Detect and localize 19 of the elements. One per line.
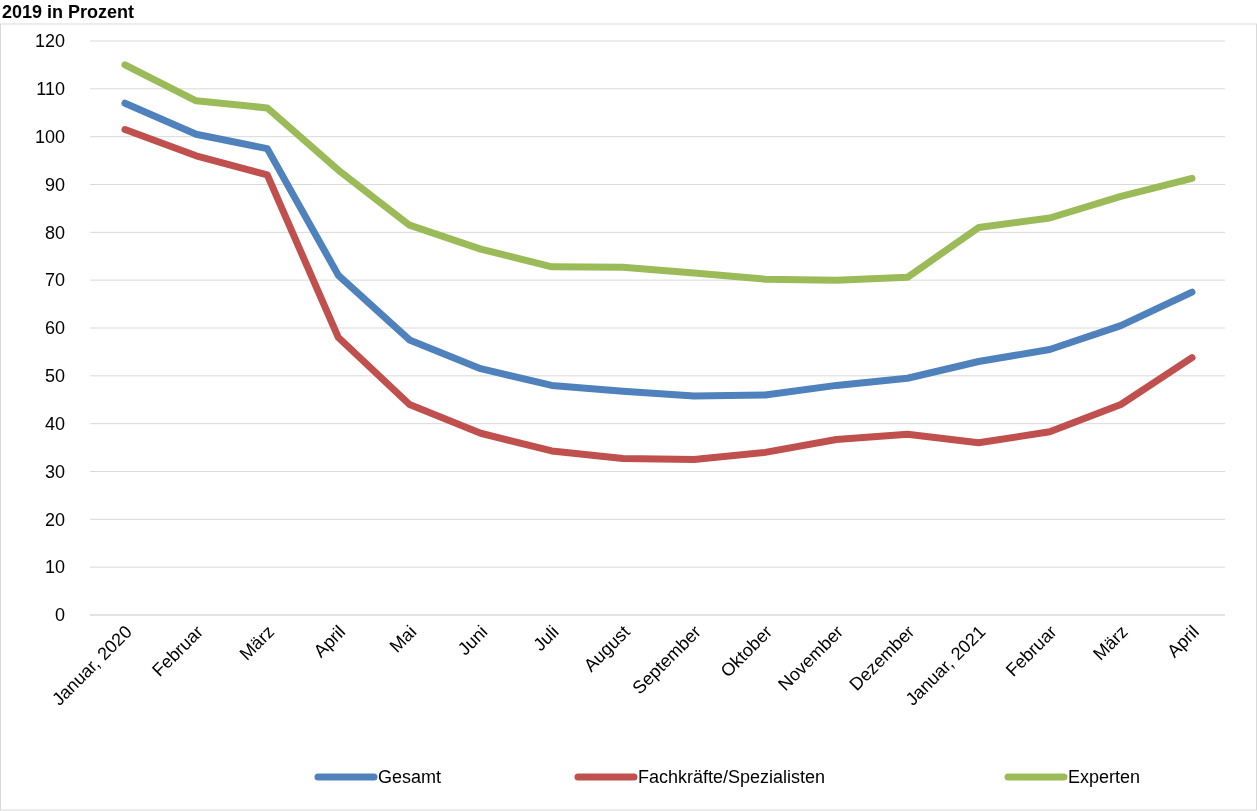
y-tick-label: 50 (44, 366, 65, 387)
y-tick-label: 110 (36, 79, 65, 100)
y-tick-label: 90 (44, 174, 65, 195)
chart-title: 2019 in Prozent (2, 2, 135, 22)
legend-label: Fachkräfte/Spezialisten (638, 767, 826, 788)
legend-label: Gesamt (378, 767, 442, 788)
y-tick-label: 10 (44, 557, 65, 578)
x-tick-label: Mai (385, 621, 421, 657)
y-tick-label: 0 (54, 605, 65, 626)
x-tick-label: Juli (529, 621, 563, 655)
y-tick-label: 120 (34, 31, 65, 52)
y-tick-label: 40 (44, 413, 65, 434)
y-tick-label: 100 (34, 126, 65, 147)
y-tick-label: 20 (44, 509, 65, 530)
y-tick-label: 80 (44, 222, 65, 243)
y-tick-label: 60 (44, 318, 65, 339)
y-tick-label: 70 (44, 270, 65, 291)
y-tick-label: 30 (44, 461, 65, 482)
legend-label: Experten (1068, 767, 1141, 788)
